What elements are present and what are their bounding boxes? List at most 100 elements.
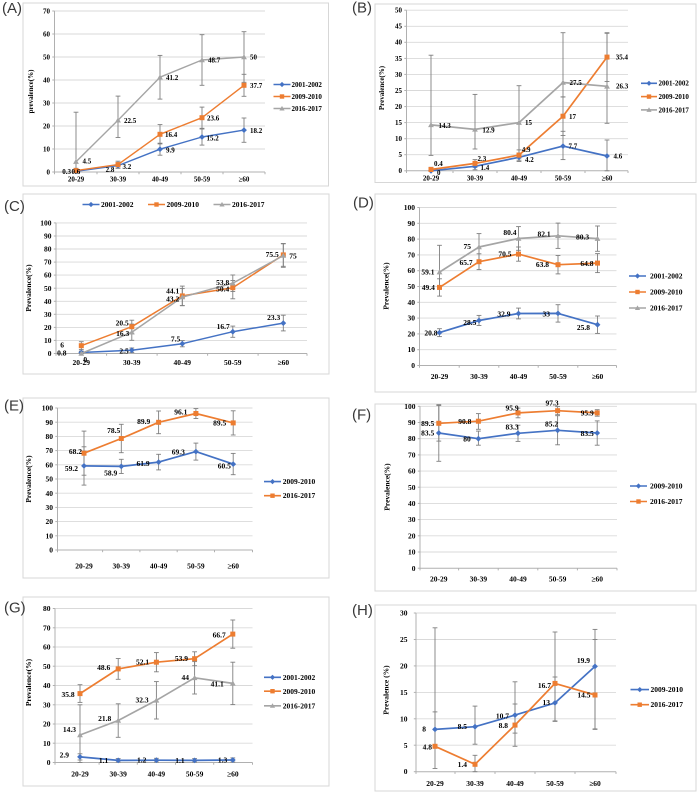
- svg-text:80: 80: [44, 245, 52, 254]
- svg-text:97.3: 97.3: [546, 398, 559, 407]
- svg-text:27.5: 27.5: [570, 79, 583, 87]
- svg-text:(F): (F): [352, 407, 371, 424]
- svg-text:2.3: 2.3: [478, 155, 487, 163]
- svg-text:20-29: 20-29: [423, 175, 440, 183]
- svg-text:0: 0: [47, 168, 51, 176]
- svg-text:60: 60: [44, 271, 52, 280]
- svg-text:75: 75: [464, 242, 472, 251]
- svg-text:8.5: 8.5: [458, 722, 468, 731]
- svg-text:23.6: 23.6: [207, 114, 220, 122]
- svg-text:15: 15: [400, 688, 408, 697]
- svg-text:40: 40: [43, 681, 51, 690]
- svg-text:0: 0: [49, 546, 53, 555]
- svg-text:23.3: 23.3: [267, 313, 280, 322]
- svg-text:2009-2010: 2009-2010: [283, 477, 316, 486]
- svg-text:100: 100: [404, 402, 416, 411]
- svg-text:20: 20: [408, 531, 416, 540]
- svg-text:70.5: 70.5: [498, 250, 511, 259]
- svg-text:83.3: 83.3: [505, 422, 518, 431]
- svg-text:10: 10: [43, 739, 51, 748]
- svg-text:2009-2010: 2009-2010: [650, 482, 683, 491]
- svg-text:30-39: 30-39: [467, 175, 484, 183]
- svg-text:1.4: 1.4: [458, 760, 468, 769]
- svg-text:30-39: 30-39: [470, 372, 488, 381]
- svg-text:(H): (H): [352, 602, 373, 619]
- svg-text:18.2: 18.2: [250, 127, 263, 135]
- svg-text:43.2: 43.2: [166, 295, 179, 304]
- svg-text:60: 60: [408, 467, 416, 476]
- svg-text:63.8: 63.8: [536, 260, 549, 269]
- svg-text:90: 90: [408, 418, 416, 427]
- svg-text:0.4: 0.4: [434, 160, 443, 168]
- svg-text:50-59: 50-59: [194, 176, 211, 184]
- svg-text:50: 50: [43, 662, 51, 671]
- svg-text:32.3: 32.3: [135, 695, 148, 704]
- svg-text:2001-2002: 2001-2002: [283, 673, 316, 682]
- svg-text:Prevalence(%): Prevalence(%): [24, 658, 33, 706]
- svg-text:25.8: 25.8: [577, 323, 590, 332]
- svg-text:40-49: 40-49: [506, 779, 524, 788]
- svg-text:2016-2017: 2016-2017: [283, 701, 316, 710]
- svg-text:(C): (C): [4, 198, 25, 215]
- svg-text:20-29: 20-29: [430, 575, 448, 584]
- svg-text:50-59: 50-59: [546, 779, 564, 788]
- svg-text:0.6: 0.6: [72, 168, 81, 176]
- svg-text:20-29: 20-29: [431, 372, 449, 381]
- svg-text:≥60: ≥60: [239, 176, 250, 184]
- svg-text:2009-2010: 2009-2010: [283, 687, 316, 696]
- svg-text:35.4: 35.4: [616, 54, 629, 62]
- svg-text:70: 70: [46, 446, 54, 455]
- svg-text:30: 30: [46, 503, 54, 512]
- svg-text:19.9: 19.9: [577, 656, 590, 665]
- svg-text:10: 10: [395, 135, 403, 143]
- svg-text:≥60: ≥60: [591, 575, 603, 584]
- svg-text:44: 44: [182, 673, 190, 682]
- svg-text:40-49: 40-49: [152, 176, 169, 184]
- svg-text:40-49: 40-49: [510, 372, 528, 381]
- svg-text:40-49: 40-49: [150, 562, 168, 571]
- svg-text:1.2: 1.2: [137, 756, 147, 765]
- svg-text:30: 30: [395, 71, 403, 79]
- svg-text:20: 20: [408, 329, 416, 338]
- svg-text:4.9: 4.9: [522, 146, 531, 154]
- svg-text:61.9: 61.9: [136, 459, 149, 468]
- svg-text:2016-2017: 2016-2017: [650, 304, 683, 313]
- svg-text:16.3: 16.3: [116, 329, 129, 338]
- svg-text:80.3: 80.3: [576, 233, 589, 242]
- svg-text:37.7: 37.7: [250, 82, 263, 90]
- svg-text:0: 0: [47, 758, 51, 767]
- svg-text:5: 5: [404, 741, 408, 750]
- svg-text:64.8: 64.8: [580, 259, 593, 268]
- svg-text:15.2: 15.2: [207, 135, 220, 143]
- svg-text:100: 100: [40, 219, 52, 228]
- svg-text:20: 20: [43, 122, 51, 130]
- svg-text:prevalence(%): prevalence(%): [27, 69, 35, 113]
- svg-text:0: 0: [437, 169, 441, 177]
- svg-text:4.5: 4.5: [83, 158, 92, 166]
- svg-text:40: 40: [44, 297, 52, 306]
- svg-text:8.8: 8.8: [499, 721, 509, 730]
- svg-text:50: 50: [408, 483, 416, 492]
- svg-text:10: 10: [43, 145, 51, 153]
- svg-text:58.9: 58.9: [104, 468, 117, 477]
- svg-text:(A): (A): [2, 0, 22, 17]
- svg-text:89.9: 89.9: [137, 417, 150, 426]
- svg-text:21.8: 21.8: [98, 714, 111, 723]
- svg-text:40: 40: [395, 39, 403, 47]
- svg-text:7.7: 7.7: [569, 143, 578, 151]
- svg-text:30: 30: [44, 310, 52, 319]
- svg-text:70: 70: [43, 623, 51, 632]
- svg-text:40-49: 40-49: [148, 770, 166, 779]
- svg-text:30-39: 30-39: [110, 176, 127, 184]
- svg-text:26.3: 26.3: [616, 83, 629, 91]
- svg-text:100: 100: [404, 203, 416, 212]
- svg-text:≥60: ≥60: [592, 372, 604, 381]
- svg-text:Prevalence(%): Prevalence(%): [24, 455, 33, 503]
- svg-text:20-29: 20-29: [73, 358, 91, 367]
- svg-text:≥60: ≥60: [589, 779, 601, 788]
- svg-text:90: 90: [44, 232, 52, 241]
- svg-text:50: 50: [250, 54, 258, 62]
- svg-text:16.7: 16.7: [217, 322, 230, 331]
- svg-text:15: 15: [525, 119, 533, 127]
- svg-text:1.1: 1.1: [175, 756, 185, 765]
